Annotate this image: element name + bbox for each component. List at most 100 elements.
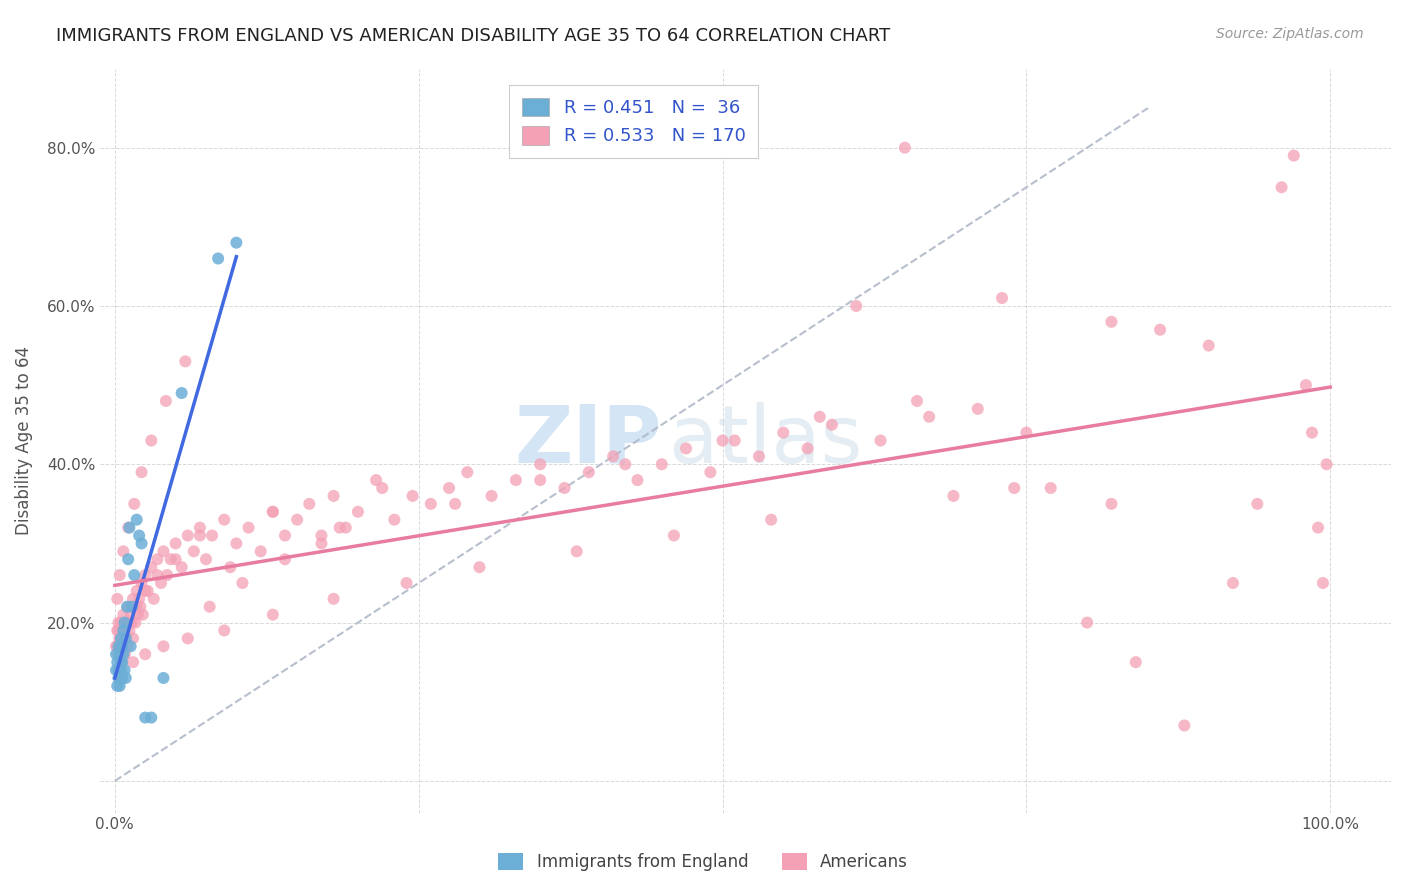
Point	[114, 632, 136, 646]
Point	[905, 393, 928, 408]
Point	[107, 624, 129, 638]
Point	[225, 235, 247, 250]
Point	[651, 457, 673, 471]
Point	[125, 583, 148, 598]
Point	[128, 591, 150, 606]
Point	[111, 640, 134, 654]
Text: IMMIGRANTS FROM ENGLAND VS AMERICAN DISABILITY AGE 35 TO 64 CORRELATION CHART: IMMIGRANTS FROM ENGLAND VS AMERICAN DISA…	[56, 27, 890, 45]
Point	[918, 409, 941, 424]
Point	[105, 679, 128, 693]
Point	[481, 489, 503, 503]
Point	[183, 544, 205, 558]
Text: ZIP: ZIP	[515, 401, 662, 480]
Point	[1295, 378, 1317, 392]
Point	[274, 552, 297, 566]
Point	[117, 552, 139, 566]
Point	[159, 552, 181, 566]
Point	[724, 434, 747, 448]
Y-axis label: Disability Age 35 to 64: Disability Age 35 to 64	[15, 346, 32, 535]
Point	[117, 599, 139, 614]
Point	[170, 560, 193, 574]
Point	[110, 663, 132, 677]
Point	[1312, 576, 1334, 591]
Point	[141, 710, 163, 724]
Point	[1222, 576, 1244, 591]
Point	[156, 568, 179, 582]
Point	[1076, 615, 1098, 630]
Point	[124, 615, 146, 630]
Point	[991, 291, 1014, 305]
Point	[238, 520, 260, 534]
Point	[165, 536, 187, 550]
Point	[110, 655, 132, 669]
Point	[150, 576, 173, 591]
Point	[602, 450, 624, 464]
Point	[505, 473, 527, 487]
Point	[114, 624, 136, 638]
Point	[174, 354, 197, 368]
Point	[198, 599, 221, 614]
Point	[298, 497, 321, 511]
Text: Source: ZipAtlas.com: Source: ZipAtlas.com	[1216, 27, 1364, 41]
Point	[195, 552, 218, 566]
Point	[395, 576, 418, 591]
Point	[108, 568, 131, 582]
Point	[114, 671, 136, 685]
Point	[108, 632, 131, 646]
Point	[1039, 481, 1062, 495]
Point	[125, 513, 148, 527]
Point	[759, 513, 782, 527]
Point	[212, 513, 235, 527]
Point	[110, 655, 132, 669]
Point	[105, 655, 128, 669]
Point	[124, 497, 146, 511]
Point	[212, 624, 235, 638]
Point	[1282, 148, 1305, 162]
Point	[115, 615, 138, 630]
Point	[468, 560, 491, 574]
Point	[444, 497, 467, 511]
Point	[141, 560, 163, 574]
Point	[111, 671, 134, 685]
Point	[1173, 718, 1195, 732]
Point	[772, 425, 794, 440]
Point	[127, 607, 149, 622]
Point	[808, 409, 831, 424]
Point	[110, 632, 132, 646]
Point	[118, 520, 141, 534]
Point	[401, 489, 423, 503]
Point	[188, 528, 211, 542]
Point	[322, 591, 344, 606]
Point	[219, 560, 242, 574]
Point	[845, 299, 868, 313]
Point	[114, 647, 136, 661]
Point	[146, 568, 169, 582]
Point	[942, 489, 965, 503]
Point	[1149, 323, 1171, 337]
Point	[114, 632, 136, 646]
Point	[1301, 425, 1323, 440]
Point	[112, 544, 135, 558]
Point	[114, 663, 136, 677]
Point	[188, 520, 211, 534]
Point	[131, 536, 153, 550]
Point	[1125, 655, 1147, 669]
Point	[578, 465, 600, 479]
Point	[128, 528, 150, 542]
Point	[131, 576, 153, 591]
Point	[1198, 338, 1220, 352]
Point	[177, 528, 200, 542]
Point	[105, 663, 128, 677]
Text: atlas: atlas	[668, 401, 862, 480]
Point	[225, 536, 247, 550]
Point	[554, 481, 576, 495]
Point	[1246, 497, 1268, 511]
Point	[699, 465, 721, 479]
Point	[114, 615, 136, 630]
Point	[115, 599, 138, 614]
Point	[112, 624, 135, 638]
Point	[129, 599, 152, 614]
Point	[124, 599, 146, 614]
Point	[626, 473, 648, 487]
Point	[1271, 180, 1294, 194]
